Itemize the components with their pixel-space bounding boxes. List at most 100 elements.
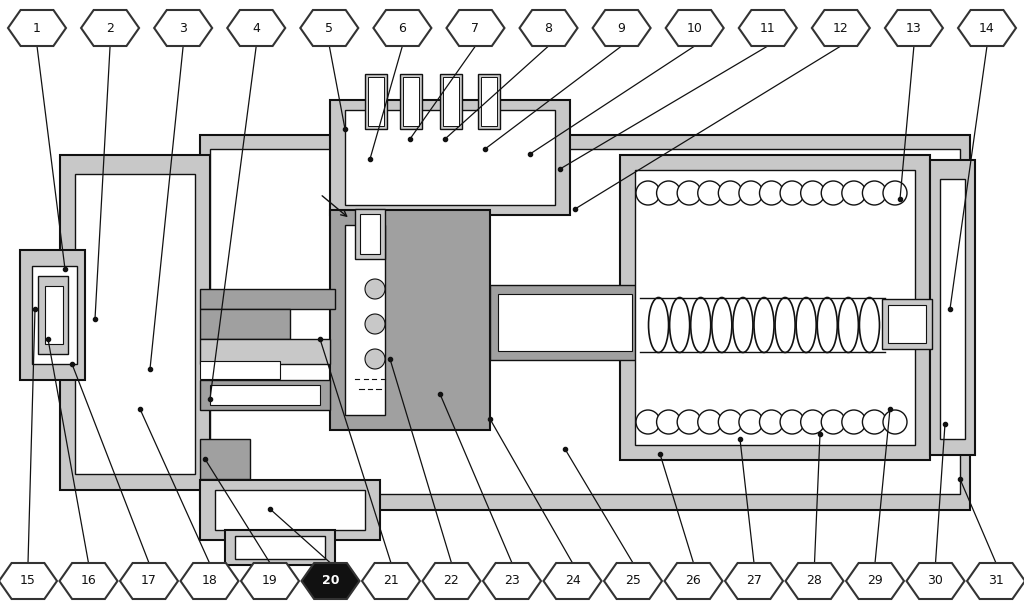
Polygon shape (785, 563, 844, 599)
Text: 11: 11 (760, 21, 775, 35)
Bar (440, 74, 462, 129)
Text: 15: 15 (20, 574, 36, 588)
Bar (940, 179, 965, 439)
Bar (620, 155, 930, 460)
Text: 16: 16 (81, 574, 96, 588)
Text: 17: 17 (141, 574, 157, 588)
Circle shape (739, 410, 763, 434)
Circle shape (718, 181, 742, 205)
Polygon shape (666, 10, 724, 46)
Circle shape (780, 181, 804, 205)
Circle shape (677, 181, 701, 205)
Polygon shape (738, 10, 797, 46)
Circle shape (801, 410, 824, 434)
Polygon shape (967, 563, 1024, 599)
Text: 6: 6 (398, 21, 407, 35)
Circle shape (636, 181, 660, 205)
Polygon shape (120, 563, 178, 599)
Bar (365, 74, 387, 129)
Circle shape (697, 410, 722, 434)
Text: 3: 3 (179, 21, 187, 35)
Circle shape (862, 181, 887, 205)
Polygon shape (423, 563, 480, 599)
Polygon shape (906, 563, 965, 599)
Circle shape (883, 181, 907, 205)
Circle shape (677, 410, 701, 434)
Bar (443, 77, 459, 126)
Bar (930, 160, 975, 455)
Polygon shape (604, 563, 662, 599)
Bar (490, 285, 640, 360)
Polygon shape (846, 563, 904, 599)
Bar (200, 289, 335, 309)
Bar (200, 135, 970, 510)
Bar (345, 110, 555, 205)
Text: 13: 13 (906, 21, 922, 35)
Polygon shape (180, 563, 239, 599)
Circle shape (883, 410, 907, 434)
Bar (234, 536, 325, 559)
Text: 7: 7 (471, 21, 479, 35)
Text: 29: 29 (867, 574, 883, 588)
Circle shape (760, 410, 783, 434)
Polygon shape (81, 10, 139, 46)
Polygon shape (593, 10, 650, 46)
Text: 22: 22 (443, 574, 460, 588)
Text: 5: 5 (326, 21, 333, 35)
Bar (200, 339, 330, 364)
Bar (210, 149, 961, 494)
Circle shape (656, 181, 681, 205)
Circle shape (697, 181, 722, 205)
Text: 2: 2 (106, 21, 114, 35)
Bar (368, 77, 384, 126)
Bar (360, 214, 380, 254)
Bar (20, 250, 85, 380)
Text: 28: 28 (807, 574, 822, 588)
Bar (210, 385, 319, 405)
Polygon shape (227, 10, 286, 46)
Text: 12: 12 (833, 21, 849, 35)
Polygon shape (519, 10, 578, 46)
Bar (635, 170, 915, 445)
Text: 18: 18 (202, 574, 217, 588)
Text: 31: 31 (988, 574, 1004, 588)
Bar (882, 299, 932, 349)
Bar (60, 155, 210, 490)
Polygon shape (241, 563, 299, 599)
Text: 21: 21 (383, 574, 399, 588)
Circle shape (718, 410, 742, 434)
Circle shape (801, 181, 824, 205)
Bar (45, 286, 63, 344)
Bar (200, 480, 380, 540)
Bar (355, 209, 385, 259)
Text: 25: 25 (625, 574, 641, 588)
Bar (403, 77, 419, 126)
Text: 14: 14 (979, 21, 995, 35)
Circle shape (821, 181, 845, 205)
Polygon shape (725, 563, 783, 599)
Circle shape (739, 181, 763, 205)
Text: 20: 20 (322, 574, 339, 588)
Bar (200, 439, 250, 479)
Bar (888, 305, 926, 343)
Polygon shape (958, 10, 1016, 46)
Text: 9: 9 (617, 21, 626, 35)
Bar (200, 309, 290, 339)
Circle shape (365, 279, 385, 299)
Circle shape (862, 410, 887, 434)
Text: 4: 4 (252, 21, 260, 35)
Bar (75, 174, 195, 474)
Text: 1: 1 (33, 21, 41, 35)
Circle shape (780, 410, 804, 434)
Circle shape (760, 181, 783, 205)
Polygon shape (812, 10, 869, 46)
Bar (481, 77, 497, 126)
Polygon shape (446, 10, 505, 46)
Circle shape (842, 410, 866, 434)
Bar (478, 74, 500, 129)
Circle shape (821, 410, 845, 434)
Polygon shape (885, 10, 943, 46)
Text: 23: 23 (504, 574, 520, 588)
Bar (400, 74, 422, 129)
Circle shape (842, 181, 866, 205)
